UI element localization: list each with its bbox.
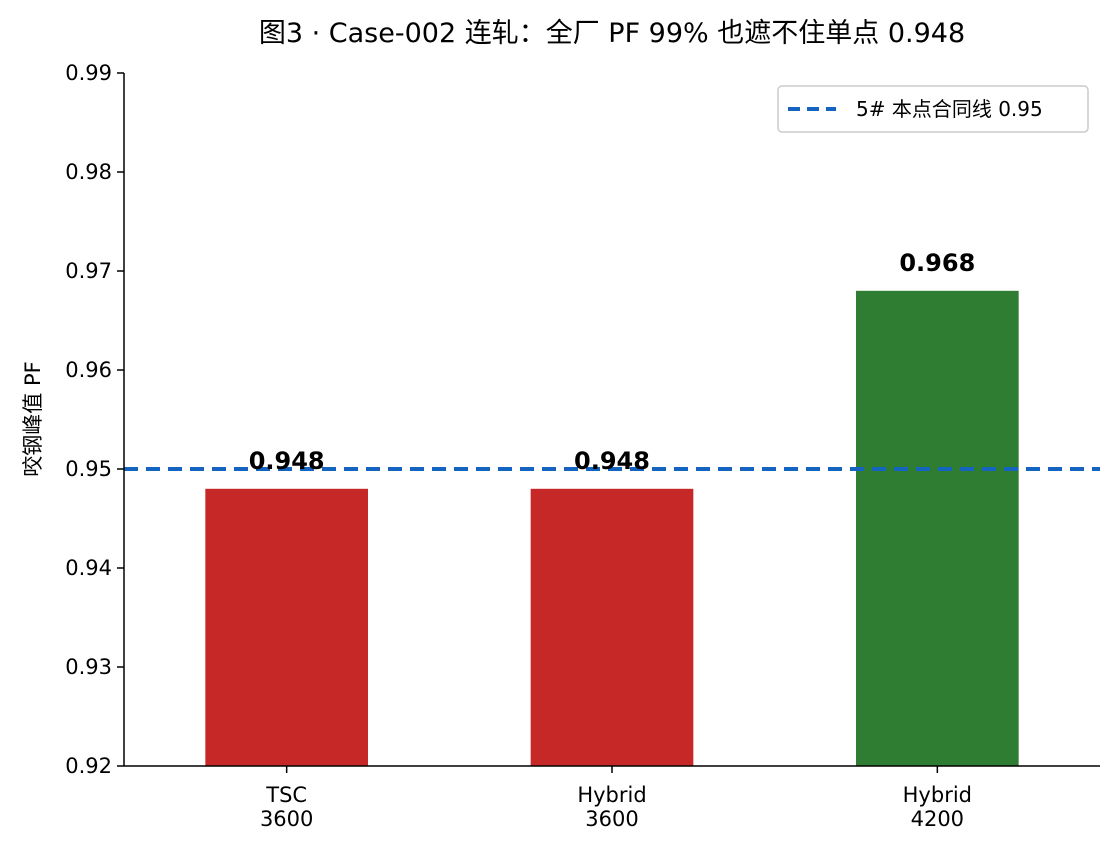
y-tick-label-5: 0.97 [65,259,112,283]
x-tick-label-2-line-1: 4200 [911,807,964,831]
x-tick-label-0-line-0: TSC [265,783,307,807]
x-tick-label-0-line-1: 3600 [260,807,313,831]
y-tick-label-6: 0.98 [65,160,112,184]
legend: 5# 本点合同线 0.95 [777,85,1089,133]
y-tick-label-2: 0.94 [65,556,112,580]
data-label-0: 0.948 [249,447,325,475]
y-axis-label: 咬钢峰值 PF [21,361,45,476]
y-tick-label-0: 0.92 [65,754,112,778]
y-tick-label-1: 0.93 [65,655,112,679]
y-tick-label-3: 0.95 [65,457,112,481]
x-tick-label-1-line-0: Hybrid [577,783,646,807]
x-tick-label-1-line-1: 3600 [585,807,638,831]
x-tick-label-2-line-0: Hybrid [903,783,972,807]
bar-1 [530,488,694,766]
data-label-1: 0.948 [574,447,650,475]
legend-label: 5# 本点合同线 0.95 [856,97,1043,121]
bar-0 [205,488,368,766]
bars-layer [205,290,1019,766]
data-labels-layer: 0.948 0.948 0.968 [249,249,976,475]
legend-frame [777,85,1089,133]
y-tick-label-7: 0.99 [65,61,112,85]
axes-layer: 0.920.930.940.950.960.970.980.99TSC3600H… [65,61,1100,831]
chart-title: 图3 · Case-002 连轧：全厂 PF 99% 也遮不住单点 0.948 [259,18,965,49]
y-tick-label-4: 0.96 [65,358,112,382]
data-label-2: 0.968 [899,249,975,277]
bar-2 [856,290,1019,766]
